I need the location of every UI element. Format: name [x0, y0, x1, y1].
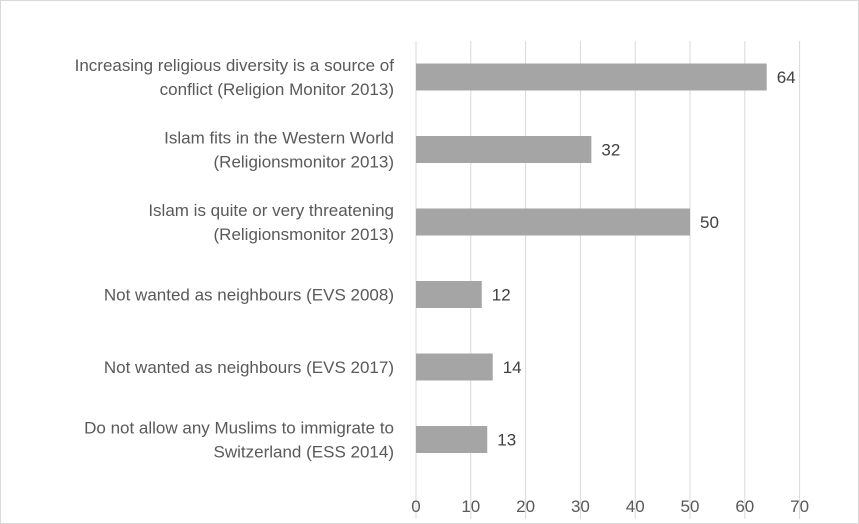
x-axis-ticks: 0 10 20 30 40 50 60 70	[411, 497, 809, 516]
data-label-2: 32	[601, 141, 620, 160]
data-label-1: 64	[777, 68, 796, 87]
bar-6	[416, 426, 488, 453]
x-tick-label-50: 50	[681, 497, 700, 516]
x-tick-label-70: 70	[790, 497, 809, 516]
category-label-5-line-1: Not wanted as neighbours (EVS 2017)	[104, 358, 394, 377]
bar-4	[416, 281, 482, 308]
category-label-1-line-2: conflict (Religion Monitor 2013)	[160, 80, 394, 99]
bar-3	[416, 208, 690, 236]
category-label-3-line-2: (Religionsmonitor 2013)	[214, 225, 394, 244]
category-labels: Increasing religious diversity is a sour…	[75, 56, 395, 462]
bar-1	[416, 63, 767, 91]
data-label-5: 14	[503, 358, 522, 377]
x-tick-label-60: 60	[735, 497, 754, 516]
x-tick-label-10: 10	[461, 497, 480, 516]
bars	[416, 63, 767, 453]
gridlines	[415, 41, 801, 519]
category-label-2-line-2: (Religionsmonitor 2013)	[214, 153, 394, 172]
x-tick-label-40: 40	[626, 497, 645, 516]
x-tick-label-20: 20	[516, 497, 535, 516]
category-label-2-line-1: Islam fits in the Western World	[164, 129, 394, 148]
data-label-6: 13	[497, 431, 516, 450]
x-tick-label-30: 30	[571, 497, 590, 516]
bar-2	[416, 136, 592, 163]
category-label-4-line-1: Not wanted as neighbours (EVS 2008)	[104, 286, 394, 305]
category-label-3-line-1: Islam is quite or very threatening	[148, 201, 394, 220]
bar-5	[416, 353, 493, 381]
data-label-4: 12	[492, 286, 511, 305]
data-label-3: 50	[700, 213, 719, 232]
category-label-1-line-1: Increasing religious diversity is a sour…	[75, 56, 395, 75]
x-tick-label-0: 0	[411, 497, 420, 516]
category-label-6-line-1: Do not allow any Muslims to immigrate to	[84, 419, 394, 438]
category-label-6-line-2: Switzerland (ESS 2014)	[214, 443, 394, 462]
data-labels: 64 32 50 12 14 13	[492, 68, 796, 450]
